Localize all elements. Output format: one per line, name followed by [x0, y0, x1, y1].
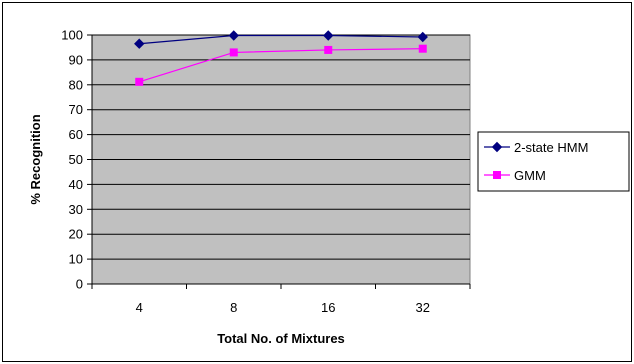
- legend-label-1: GMM: [514, 168, 546, 183]
- legend-item-0: 2-state HMM: [484, 140, 588, 155]
- legend-box: [477, 131, 630, 192]
- series-lines: [134, 30, 428, 86]
- x-axis-title: Total No. of Mixtures: [217, 331, 345, 346]
- data-point-0-8: [228, 30, 239, 41]
- tick-labels: 0 10 20 30 40 50 60 70 80 90 100 4 8 16 32: [61, 28, 430, 316]
- data-point-0-16: [323, 30, 334, 41]
- y-tick-label-70: 70: [69, 102, 83, 117]
- series-1: [135, 44, 427, 86]
- data-point-1-16: [324, 45, 333, 54]
- y-tick-label-100: 100: [61, 28, 83, 43]
- series-0: [134, 30, 428, 49]
- y-tick-label-50: 50: [69, 152, 83, 167]
- y-tick-label-20: 20: [69, 227, 83, 242]
- legend-swatch-marker-1: [493, 171, 501, 179]
- legend-swatch-marker-0: [491, 141, 503, 153]
- y-axis-title: % Recognition: [28, 114, 43, 204]
- y-tick-label-30: 30: [69, 202, 83, 217]
- axes: [87, 34, 471, 289]
- x-tick-label-16: 16: [321, 300, 335, 315]
- data-point-0-4: [134, 38, 145, 49]
- x-tick-label-32: 32: [416, 300, 430, 315]
- y-tick-label-40: 40: [69, 177, 83, 192]
- y-tick-label-60: 60: [69, 127, 83, 142]
- x-tick-label-8: 8: [230, 300, 237, 315]
- legend-label-0: 2-state HMM: [514, 140, 588, 155]
- y-tick-label-80: 80: [69, 77, 83, 92]
- y-tick-label-90: 90: [69, 52, 83, 67]
- y-tick-label-10: 10: [69, 252, 83, 267]
- series-line-0: [139, 34, 423, 45]
- legend-item-1: GMM: [484, 168, 546, 183]
- series-line-1: [139, 48, 423, 83]
- data-point-1-32: [418, 44, 427, 53]
- x-tick-label-4: 4: [136, 300, 143, 315]
- data-point-0-32: [417, 31, 428, 43]
- y-tick-label-0: 0: [76, 277, 83, 292]
- legend: 2-state HMM GMM: [477, 131, 630, 192]
- data-point-1-4: [135, 77, 144, 86]
- data-point-1-8: [229, 48, 238, 57]
